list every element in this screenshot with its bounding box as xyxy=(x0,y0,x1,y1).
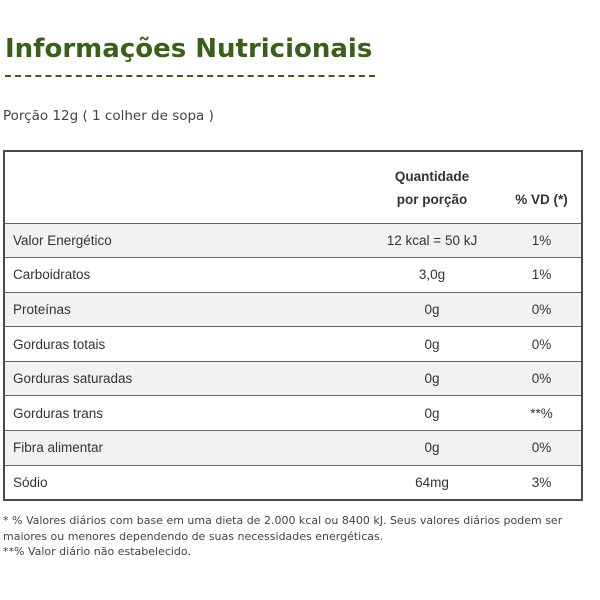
header-quantity-line1: Quantidade xyxy=(394,169,470,185)
nutrition-table: Quantidade por porção % VD (*) Valor Ene… xyxy=(3,150,583,501)
header-vd: % VD (*) xyxy=(515,191,568,207)
nutrient-name: Fibra alimentar xyxy=(13,440,104,456)
title-dashed-divider xyxy=(5,75,375,77)
header-nutrient xyxy=(4,151,362,223)
nutrient-quantity: 0g xyxy=(424,301,440,317)
table-row: Fibra alimentar 0g 0% xyxy=(4,430,582,466)
nutrient-vd: 3% xyxy=(531,474,552,490)
nutrient-quantity: 0g xyxy=(424,336,440,352)
table-row: Carboidratos 3,0g 1% xyxy=(4,257,582,293)
nutrient-vd: 0% xyxy=(531,301,552,317)
nutrient-vd: 0% xyxy=(531,371,552,387)
nutrient-name: Valor Energético xyxy=(13,232,112,248)
nutrient-vd: **% xyxy=(530,405,553,421)
page-title: Informações Nutricionais xyxy=(5,34,373,64)
table-header-row: Quantidade por porção % VD (*) xyxy=(4,151,582,223)
table-row: Gorduras saturadas 0g 0% xyxy=(4,361,582,396)
nutrient-name: Gorduras totais xyxy=(13,336,106,352)
nutrient-quantity: 12 kcal = 50 kJ xyxy=(386,232,478,248)
nutrient-name: Gorduras trans xyxy=(13,405,104,421)
nutrient-name: Proteínas xyxy=(13,301,71,317)
portion-size: Porção 12g ( 1 colher de sopa ) xyxy=(3,108,214,124)
nutrient-quantity: 0g xyxy=(424,405,440,421)
footnote-not-established: **% Valor diário não estabelecido. xyxy=(3,545,191,558)
header-quantity: Quantidade por porção xyxy=(362,151,502,223)
table-row: Gorduras trans 0g **% xyxy=(4,395,582,431)
nutrient-name: Gorduras saturadas xyxy=(13,371,133,387)
nutrient-vd: 0% xyxy=(531,440,552,456)
nutrient-quantity: 64mg xyxy=(415,474,449,490)
nutrient-quantity: 3,0g xyxy=(418,267,446,283)
nutrient-vd: 0% xyxy=(531,336,552,352)
nutrient-name: Carboidratos xyxy=(13,267,91,283)
nutrient-name: Sódio xyxy=(13,474,48,490)
table-row: Proteínas 0g 0% xyxy=(4,292,582,327)
nutrient-vd: 1% xyxy=(531,232,552,248)
footnotes: * % Valores diários com base em uma diet… xyxy=(3,513,595,560)
table-row: Valor Energético 12 kcal = 50 kJ 1% xyxy=(4,223,582,258)
footnote-vd-basis: * % Valores diários com base em uma diet… xyxy=(3,514,563,543)
table-row: Sódio 64mg 3% xyxy=(4,465,582,500)
nutrient-quantity: 0g xyxy=(424,371,440,387)
table-row: Gorduras totais 0g 0% xyxy=(4,326,582,362)
header-quantity-line2: por porção xyxy=(396,192,468,208)
nutrient-quantity: 0g xyxy=(424,440,440,456)
nutrient-vd: 1% xyxy=(531,267,552,283)
